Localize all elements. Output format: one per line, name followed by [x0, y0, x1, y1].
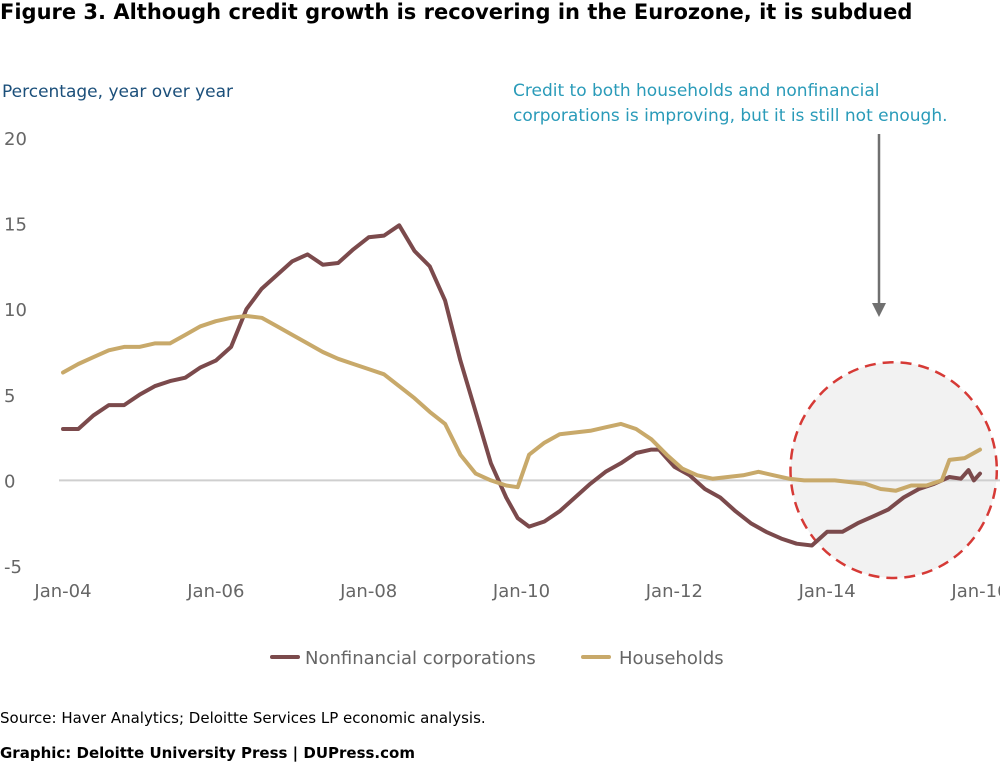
y-tick-label: 10 — [4, 300, 27, 321]
y-tick-label: 20 — [4, 129, 27, 150]
y-tick-label: 5 — [4, 386, 15, 407]
x-tick-label: Jan-12 — [645, 581, 703, 602]
x-tick-label: Jan-08 — [339, 581, 397, 602]
series-layer — [61, 223, 982, 548]
annotation-arrow-head — [872, 303, 886, 317]
x-tick-labels: Jan-04 Jan-06 Jan-08 Jan-10 Jan-12 Jan-14 Jan-… — [33, 581, 1000, 602]
annotation-text: Credit to both households and nonfinanci… — [513, 81, 948, 126]
highlight-layer — [789, 361, 999, 580]
x-tick-label: Jan-04 — [33, 581, 91, 602]
legend-label: Nonfinancial corporations — [305, 648, 536, 669]
legend-label: Households — [619, 648, 724, 669]
y-axis-label: Percentage, year over year — [2, 82, 234, 102]
x-tick-label: Jan-16 — [950, 581, 1000, 602]
annotation-arrow-layer — [872, 134, 886, 317]
y-tick-label: 15 — [4, 215, 27, 236]
series-line-nonfinancial-corporations — [61, 223, 982, 548]
source-note: Source: Haver Analytics; Deloitte Servic… — [0, 709, 486, 727]
highlight-circle — [789, 361, 999, 580]
y-tick-label: 0 — [4, 471, 15, 492]
y-tick-labels: 20 15 10 5 0 -5 — [4, 129, 27, 578]
x-tick-label: Jan-14 — [798, 581, 856, 602]
legend: Nonfinancial corporations Households — [270, 648, 724, 669]
y-tick-label: -5 — [4, 557, 22, 578]
graphic-credit: Graphic: Deloitte University Press | DUP… — [0, 744, 415, 762]
series-line-households — [61, 314, 982, 493]
x-tick-label: Jan-10 — [492, 581, 550, 602]
x-tick-label: Jan-06 — [186, 581, 244, 602]
chart-title: Figure 3. Although credit growth is reco… — [0, 0, 913, 24]
